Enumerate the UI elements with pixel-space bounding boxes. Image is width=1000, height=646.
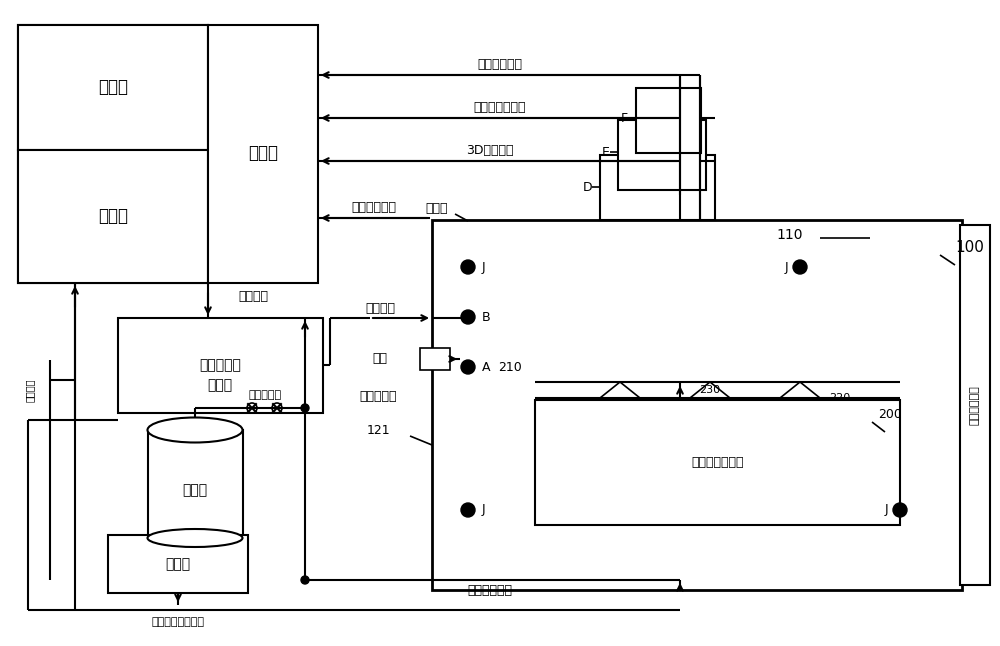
Text: 氮气罐: 氮气罐	[182, 483, 208, 497]
Text: 121: 121	[366, 424, 390, 437]
Bar	[636, 88, 701, 153]
Text: J: J	[482, 503, 486, 517]
Polygon shape	[600, 382, 640, 398]
Bar	[18, 25, 208, 150]
Circle shape	[301, 404, 309, 412]
Polygon shape	[690, 382, 730, 398]
Bar	[420, 348, 450, 370]
Text: 氧分仪: 氧分仪	[165, 557, 191, 571]
Text: 热风通道: 热风通道	[365, 302, 395, 315]
Text: 电热平台温度控制: 电热平台温度控制	[152, 617, 205, 627]
Text: 玻璃板: 玻璃板	[426, 202, 448, 214]
Text: 热风回流通道: 热风回流通道	[468, 585, 512, 598]
Circle shape	[461, 503, 475, 517]
Text: 230: 230	[699, 385, 721, 395]
Bar	[208, 25, 318, 283]
Bar	[600, 155, 715, 220]
Text: 220: 220	[829, 393, 851, 403]
Bar	[960, 225, 990, 585]
Bar	[432, 220, 962, 590]
Text: 普通回流焊平台: 普通回流焊平台	[692, 455, 744, 468]
Circle shape	[461, 310, 475, 324]
Text: 100: 100	[955, 240, 984, 255]
Text: J: J	[482, 260, 486, 273]
Circle shape	[461, 360, 475, 374]
Text: B: B	[482, 311, 491, 324]
Text: 温度控制: 温度控制	[238, 289, 268, 302]
Text: 可调温热风: 可调温热风	[199, 358, 241, 372]
Text: 计算机: 计算机	[248, 144, 278, 162]
Text: 200: 200	[878, 408, 902, 421]
Text: 热风回流通道: 热风回流通道	[970, 385, 980, 425]
Bar	[108, 535, 248, 593]
Bar	[18, 150, 208, 283]
Bar	[618, 120, 706, 190]
Text: 高速摄像机: 高速摄像机	[359, 390, 397, 404]
Text: 110: 110	[777, 228, 803, 242]
Text: 发生器: 发生器	[207, 378, 233, 392]
Text: 侧面图像信号: 侧面图像信号	[352, 200, 397, 213]
Text: 控制器: 控制器	[98, 207, 128, 225]
Bar	[148, 430, 243, 538]
Bar	[535, 400, 900, 525]
Ellipse shape	[148, 529, 243, 547]
Text: 气量信号: 气量信号	[25, 379, 35, 402]
Polygon shape	[780, 382, 820, 398]
Circle shape	[301, 576, 309, 584]
Text: 垂直图像信号: 垂直图像信号	[478, 57, 522, 70]
Text: E: E	[602, 145, 610, 158]
Text: 显示器: 显示器	[98, 78, 128, 96]
Text: 3D扫描信号: 3D扫描信号	[466, 143, 514, 156]
Text: J: J	[784, 260, 788, 273]
Text: 补气控制阀: 补气控制阀	[248, 390, 282, 400]
Bar	[118, 318, 323, 413]
Circle shape	[793, 260, 807, 274]
Bar	[18, 25, 208, 283]
Ellipse shape	[148, 417, 243, 443]
Text: 热成像温度信号: 热成像温度信号	[474, 101, 526, 114]
Circle shape	[461, 260, 475, 274]
Text: D: D	[582, 180, 592, 194]
Text: J: J	[884, 503, 888, 517]
Text: 210: 210	[498, 360, 522, 373]
Circle shape	[893, 503, 907, 517]
Text: F: F	[621, 112, 628, 125]
Text: A: A	[482, 360, 490, 373]
Text: 透镜: 透镜	[373, 351, 388, 364]
